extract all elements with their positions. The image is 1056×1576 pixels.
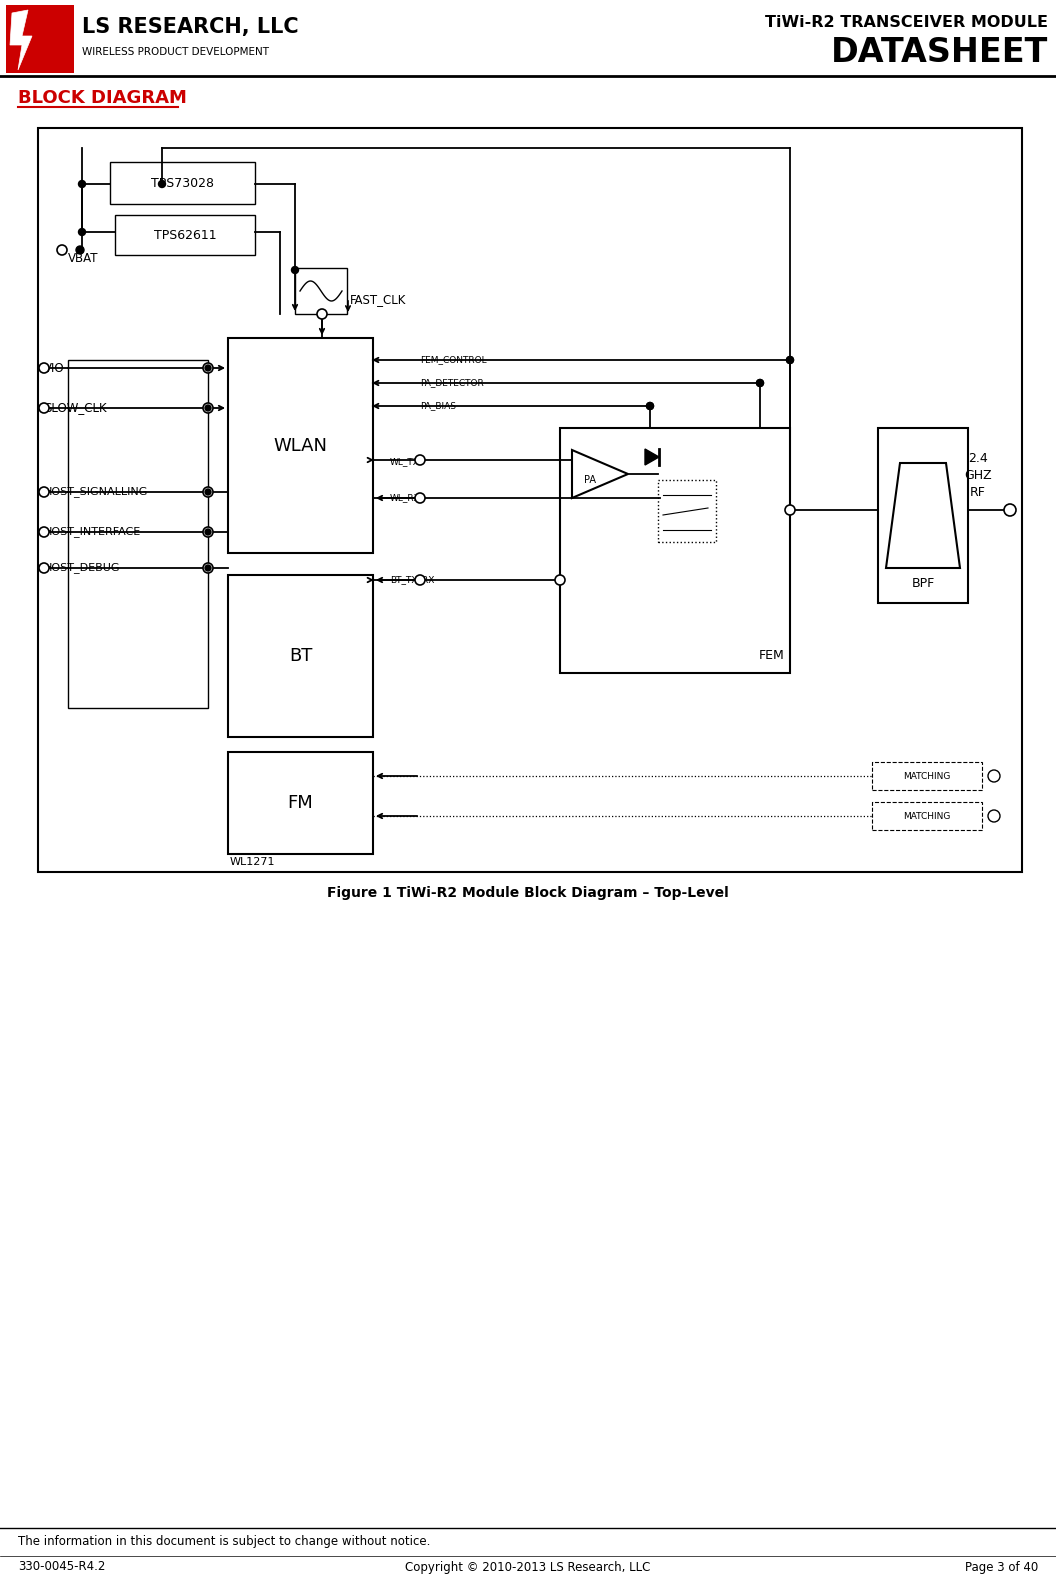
Bar bbox=[6, 5, 74, 72]
Bar bbox=[110, 162, 254, 203]
Circle shape bbox=[756, 380, 763, 386]
Text: SLOW_CLK: SLOW_CLK bbox=[44, 402, 107, 414]
Circle shape bbox=[205, 489, 211, 495]
Circle shape bbox=[988, 771, 1000, 782]
Text: BT_TX_RX: BT_TX_RX bbox=[390, 575, 434, 585]
Circle shape bbox=[415, 455, 425, 465]
Bar bbox=[295, 268, 347, 314]
Circle shape bbox=[1004, 504, 1016, 515]
Circle shape bbox=[158, 181, 166, 188]
Text: FEM: FEM bbox=[759, 648, 785, 662]
Polygon shape bbox=[645, 449, 659, 465]
Text: BPF: BPF bbox=[911, 577, 935, 589]
Text: WLAN: WLAN bbox=[274, 437, 327, 454]
Text: PA_DETECTOR: PA_DETECTOR bbox=[420, 378, 484, 388]
Circle shape bbox=[78, 229, 86, 235]
Text: 330-0045-R4.2: 330-0045-R4.2 bbox=[18, 1560, 106, 1573]
Circle shape bbox=[415, 575, 425, 585]
Text: WIRELESS PRODUCT DEVELOPMENT: WIRELESS PRODUCT DEVELOPMENT bbox=[82, 47, 269, 57]
Text: VIO: VIO bbox=[44, 361, 64, 375]
Bar bbox=[228, 337, 373, 553]
Polygon shape bbox=[10, 9, 32, 69]
Circle shape bbox=[39, 487, 49, 496]
Circle shape bbox=[317, 309, 327, 318]
Text: LS RESEARCH, LLC: LS RESEARCH, LLC bbox=[82, 17, 299, 36]
Circle shape bbox=[203, 487, 213, 496]
Text: Figure 1 TiWi-R2 Module Block Diagram – Top-Level: Figure 1 TiWi-R2 Module Block Diagram – … bbox=[327, 886, 729, 900]
Circle shape bbox=[76, 246, 84, 254]
Text: Page 3 of 40: Page 3 of 40 bbox=[965, 1560, 1038, 1573]
Text: BT: BT bbox=[288, 648, 313, 665]
Bar bbox=[68, 359, 208, 708]
Circle shape bbox=[787, 356, 793, 364]
Circle shape bbox=[291, 266, 299, 274]
Text: MATCHING: MATCHING bbox=[903, 772, 950, 780]
Bar bbox=[658, 481, 716, 542]
Text: WL_RX: WL_RX bbox=[390, 493, 420, 503]
Text: FM: FM bbox=[287, 794, 314, 812]
Bar bbox=[872, 763, 982, 790]
Text: GHZ: GHZ bbox=[964, 468, 992, 482]
Text: The information in this document is subject to change without notice.: The information in this document is subj… bbox=[18, 1535, 431, 1549]
Text: TPS62611: TPS62611 bbox=[154, 229, 216, 241]
Circle shape bbox=[57, 244, 67, 255]
Circle shape bbox=[787, 356, 793, 364]
Bar bbox=[115, 214, 254, 255]
Circle shape bbox=[39, 403, 49, 413]
Bar bbox=[878, 429, 968, 604]
Text: RF: RF bbox=[970, 485, 986, 498]
Text: PA: PA bbox=[584, 474, 596, 485]
Circle shape bbox=[988, 810, 1000, 823]
Text: Copyright © 2010-2013 LS Research, LLC: Copyright © 2010-2013 LS Research, LLC bbox=[406, 1560, 650, 1573]
Bar bbox=[228, 575, 373, 738]
Text: MATCHING: MATCHING bbox=[903, 812, 950, 821]
Text: WL1271: WL1271 bbox=[230, 857, 276, 867]
Circle shape bbox=[646, 402, 654, 410]
Circle shape bbox=[756, 380, 763, 386]
Text: PA_BIAS: PA_BIAS bbox=[420, 402, 456, 410]
Circle shape bbox=[785, 504, 795, 515]
Bar bbox=[38, 128, 1022, 872]
Text: HOST_INTERFACE: HOST_INTERFACE bbox=[44, 526, 142, 537]
Circle shape bbox=[203, 563, 213, 574]
Text: TPS73028: TPS73028 bbox=[151, 177, 214, 189]
Text: FEM_CONTROL: FEM_CONTROL bbox=[420, 356, 487, 364]
Text: WL_TX: WL_TX bbox=[390, 457, 420, 466]
Text: FAST_CLK: FAST_CLK bbox=[350, 293, 407, 306]
Polygon shape bbox=[886, 463, 960, 567]
Text: TiWi-R2 TRANSCEIVER MODULE: TiWi-R2 TRANSCEIVER MODULE bbox=[765, 14, 1048, 30]
Text: DATASHEET: DATASHEET bbox=[831, 36, 1048, 68]
Text: BLOCK DIAGRAM: BLOCK DIAGRAM bbox=[18, 88, 187, 107]
Bar bbox=[560, 429, 790, 673]
Circle shape bbox=[39, 362, 49, 374]
Circle shape bbox=[78, 181, 86, 188]
Circle shape bbox=[205, 405, 211, 411]
Circle shape bbox=[203, 403, 213, 413]
Circle shape bbox=[39, 563, 49, 574]
Text: HOST_DEBUG: HOST_DEBUG bbox=[44, 563, 120, 574]
Polygon shape bbox=[572, 451, 628, 498]
Bar bbox=[228, 752, 373, 854]
Circle shape bbox=[205, 530, 211, 534]
Circle shape bbox=[39, 526, 49, 537]
Bar bbox=[872, 802, 982, 831]
Circle shape bbox=[415, 493, 425, 503]
Text: 2.4: 2.4 bbox=[968, 451, 987, 465]
Circle shape bbox=[203, 526, 213, 537]
Text: VBAT: VBAT bbox=[68, 252, 98, 265]
Circle shape bbox=[555, 575, 565, 585]
Circle shape bbox=[646, 402, 654, 410]
Circle shape bbox=[205, 366, 211, 370]
Text: HOST_SIGNALLING: HOST_SIGNALLING bbox=[44, 487, 149, 498]
Circle shape bbox=[205, 566, 211, 571]
Circle shape bbox=[203, 362, 213, 374]
